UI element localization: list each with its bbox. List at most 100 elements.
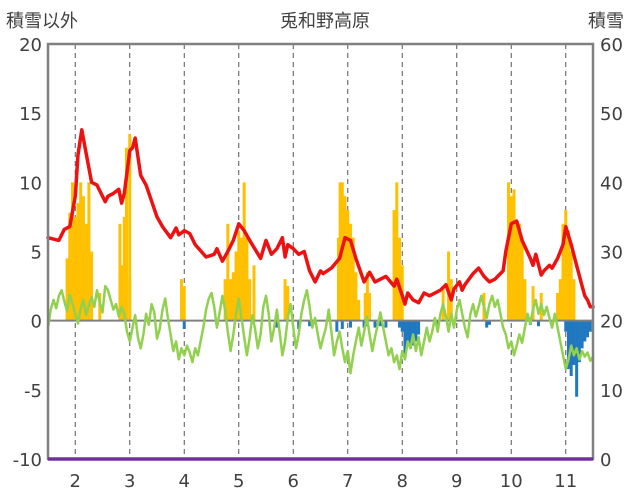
bar-positive-7 xyxy=(84,223,88,321)
bar-positive-35 xyxy=(343,196,347,321)
bar-positive-54 xyxy=(512,189,516,321)
bar-positive-20 xyxy=(226,223,230,321)
bar-positive-40 xyxy=(357,299,361,321)
x-tick-label-11: 11 xyxy=(554,471,577,492)
x-tick-label-3: 3 xyxy=(124,471,135,492)
bar-negative-10 xyxy=(378,320,382,327)
left-tick-label--10: -10 xyxy=(13,450,42,471)
bar-negative-33 xyxy=(586,320,590,338)
right-tick-label-50: 50 xyxy=(600,104,623,125)
bar-negative-28 xyxy=(572,320,576,365)
x-tick-label-10: 10 xyxy=(500,471,523,492)
bar-negative-5 xyxy=(340,320,344,329)
bar-negative-12 xyxy=(398,320,402,328)
x-tick-label-5: 5 xyxy=(233,471,244,492)
bar-negative-29 xyxy=(575,320,579,397)
bar-positive-9 xyxy=(90,251,94,321)
right-tick-label-30: 30 xyxy=(600,243,623,264)
bar-positive-15 xyxy=(128,133,132,321)
bar-positive-28 xyxy=(248,279,252,321)
bar-positive-26 xyxy=(242,182,246,321)
bar-positive-62 xyxy=(558,279,562,321)
bar-positive-42 xyxy=(365,272,369,321)
bar-positive-3 xyxy=(73,216,77,321)
bar-positive-21 xyxy=(229,279,233,321)
bar-positive-30 xyxy=(283,279,287,321)
bar-positive-24 xyxy=(237,230,241,321)
right-axis-label: 積雪 xyxy=(588,11,624,32)
x-tick-label-8: 8 xyxy=(397,471,408,492)
bar-positive-25 xyxy=(239,237,243,321)
left-tick-label-10: 10 xyxy=(19,173,42,194)
bar-negative-3 xyxy=(308,320,312,327)
x-tick-label-6: 6 xyxy=(288,471,299,492)
bar-negative-15 xyxy=(406,320,410,342)
bar-positive-11 xyxy=(118,223,122,321)
bar-positive-29 xyxy=(252,265,256,321)
bar-positive-53 xyxy=(509,196,513,321)
bar-negative-11 xyxy=(384,320,388,328)
bar-positive-58 xyxy=(523,279,527,321)
left-tick-label-20: 20 xyxy=(19,35,42,56)
bar-negative-14 xyxy=(403,320,407,356)
right-tick-label-60: 60 xyxy=(600,35,623,56)
bar-positive-66 xyxy=(569,251,573,321)
bar-positive-17 xyxy=(180,279,184,321)
bar-negative-25 xyxy=(564,320,568,332)
bar-negative-9 xyxy=(373,320,377,328)
x-tick-label-2: 2 xyxy=(70,471,81,492)
left-tick-label-0: 0 xyxy=(31,312,42,333)
bar-positive-31 xyxy=(286,286,290,321)
bar-positive-16 xyxy=(128,279,132,321)
bar-positive-52 xyxy=(507,182,511,321)
bar-positive-59 xyxy=(531,286,535,321)
bar-positive-64 xyxy=(564,210,568,321)
bar-positive-39 xyxy=(354,272,358,321)
bar-positive-36 xyxy=(346,210,350,321)
right-tick-label-20: 20 xyxy=(600,312,623,333)
bar-positive-46 xyxy=(398,237,402,321)
bar-negative-1 xyxy=(275,320,279,328)
bar-negative-16 xyxy=(408,320,412,349)
bar-positive-18 xyxy=(182,286,186,321)
bar-negative-4 xyxy=(335,320,339,332)
bar-positive-65 xyxy=(566,230,570,321)
bar-positive-49 xyxy=(447,251,451,321)
bar-positive-23 xyxy=(234,251,238,321)
bar-negative-13 xyxy=(400,320,404,332)
x-tick-label-4: 4 xyxy=(179,471,190,492)
bar-negative-0 xyxy=(182,320,186,329)
bar-positive-27 xyxy=(245,237,249,321)
series-green-line xyxy=(46,284,595,375)
bar-positive-14 xyxy=(124,147,128,321)
bar-positive-1 xyxy=(68,212,72,321)
bar-negative-30 xyxy=(577,320,581,363)
bar-positive-55 xyxy=(515,223,519,321)
bar-negative-24 xyxy=(537,320,540,327)
bar-positive-41 xyxy=(363,293,367,321)
bar-negative-18 xyxy=(414,320,418,342)
bar-positive-2 xyxy=(71,182,75,321)
chart-title: 兎和野高原 xyxy=(280,11,370,32)
bar-positive-8 xyxy=(87,182,91,321)
bar-positive-19 xyxy=(223,279,227,321)
left-tick-label-15: 15 xyxy=(19,104,42,125)
bar-positive-6 xyxy=(81,196,85,321)
left-tick-label--5: -5 xyxy=(24,381,42,402)
bar-positive-37 xyxy=(348,223,352,321)
left-axis-label: 積雪以外 xyxy=(6,11,78,32)
bar-negative-17 xyxy=(411,320,415,346)
bar-negative-26 xyxy=(566,320,570,370)
bar-negative-7 xyxy=(362,320,366,328)
bar-positive-12 xyxy=(120,265,124,321)
bar-positive-38 xyxy=(351,237,355,321)
bar-positive-43 xyxy=(368,293,372,321)
series-red-line xyxy=(46,128,595,309)
bar-positive-56 xyxy=(517,223,521,321)
bar-positive-13 xyxy=(122,216,126,321)
bar-positive-44 xyxy=(392,210,396,321)
bar-negative-22 xyxy=(487,320,491,325)
bar-positive-63 xyxy=(561,223,565,321)
bar-negative-19 xyxy=(417,320,421,335)
